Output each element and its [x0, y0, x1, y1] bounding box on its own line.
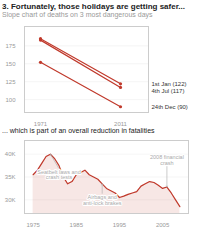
svg-text:40K: 40K — [5, 151, 16, 157]
svg-text:30K: 30K — [5, 197, 16, 203]
svg-text:1995: 1995 — [113, 222, 127, 227]
html-text:... which is part of an overal: ... which is part of an overall reductio… — [2, 127, 155, 135]
svg-text:Airbags andanti-lock brakes: Airbags andanti-lock brakes — [83, 195, 122, 207]
svg-text:125: 125 — [5, 79, 16, 85]
svg-text:Seatbelt laws andcrash tests: Seatbelt laws andcrash tests — [37, 169, 80, 181]
svg-text:35K: 35K — [5, 174, 16, 180]
svg-text:175: 175 — [5, 43, 16, 49]
svg-text:2011: 2011 — [114, 121, 128, 126]
svg-text:24th Dec (90): 24th Dec (90) — [152, 104, 188, 110]
html-text:Slope chart of deaths on 3 mos: Slope chart of deaths on 3 most dangerou… — [2, 11, 153, 19]
svg-text:4th Jul (117): 4th Jul (117) — [152, 88, 185, 94]
svg-text:1st Jan (122): 1st Jan (122) — [152, 81, 187, 87]
svg-text:150: 150 — [5, 61, 16, 67]
svg-text:1971: 1971 — [34, 121, 48, 126]
svg-text:100: 100 — [5, 97, 16, 103]
svg-text:1975: 1975 — [26, 222, 40, 227]
svg-text:2008 financialcrash: 2008 financialcrash — [150, 154, 184, 166]
svg-text:1985: 1985 — [70, 222, 84, 227]
html-text:3. Fortunately, those holidays: 3. Fortunately, those holidays are getti… — [2, 2, 185, 11]
svg-text:2005: 2005 — [156, 222, 170, 227]
